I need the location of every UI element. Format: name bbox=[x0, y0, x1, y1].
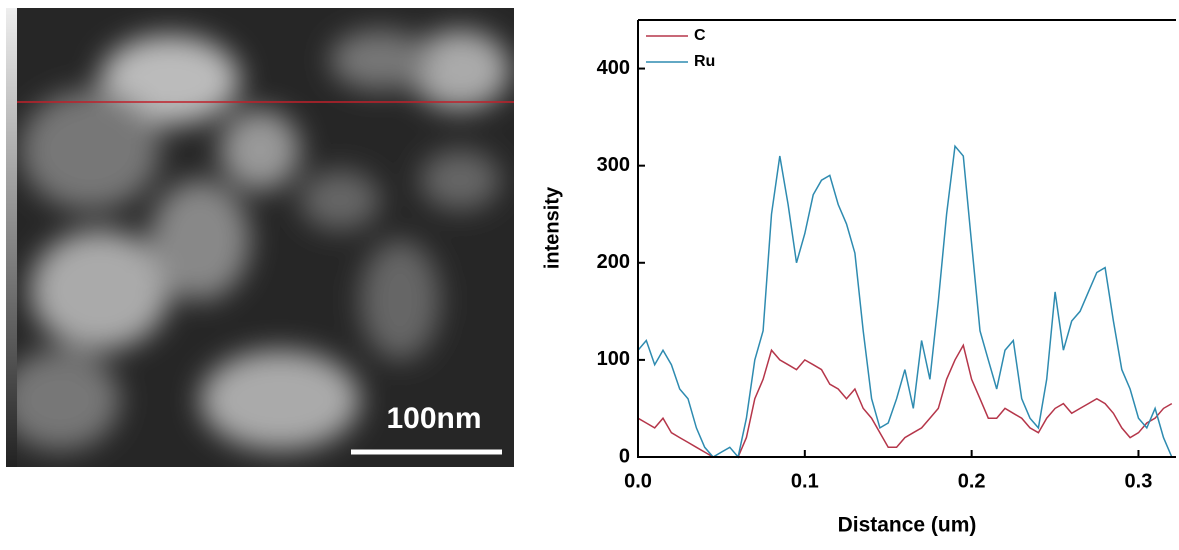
scale-bar-label: 100nm bbox=[386, 402, 481, 435]
intensity-strip bbox=[6, 8, 17, 467]
x-axis-label: Distance (um) bbox=[838, 514, 977, 537]
y-tick-label: 100 bbox=[597, 348, 630, 370]
plot-frame bbox=[637, 19, 1176, 458]
series-line bbox=[637, 144, 1173, 459]
y-tick-label: 0 bbox=[619, 445, 630, 467]
x-tick-label: 0.1 bbox=[791, 470, 819, 492]
y-tick-label: 400 bbox=[597, 57, 630, 79]
y-tick-label: 300 bbox=[597, 154, 630, 176]
y-axis-label: intensity bbox=[541, 186, 563, 269]
x-tick-label: 0.0 bbox=[624, 470, 652, 492]
micrograph: 100nm bbox=[6, 8, 514, 467]
x-tick-label: 0.3 bbox=[1125, 470, 1153, 492]
legend-label: C bbox=[694, 27, 706, 44]
y-tick-label: 200 bbox=[597, 251, 630, 273]
x-tick-label: 0.2 bbox=[958, 470, 986, 492]
series-line bbox=[637, 343, 1173, 458]
legend-label: Ru bbox=[694, 53, 715, 70]
image-texture bbox=[6, 30, 510, 450]
